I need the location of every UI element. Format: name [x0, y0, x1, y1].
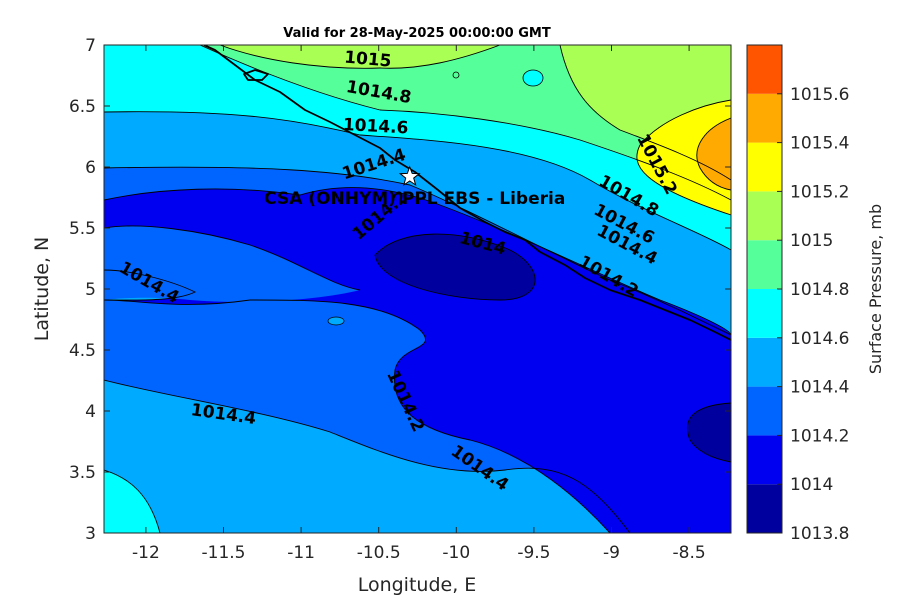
colorbar-swatch: [747, 289, 782, 338]
colorbar-tick-label: 1013.8: [790, 524, 849, 544]
band-1015-4: [696, 118, 731, 190]
y-axis-ticks: 3 3.5 4 4.5 5 5.5 6 6.5 7: [69, 36, 731, 544]
y-tick-label: 7: [85, 36, 96, 56]
y-tick-label: 4.5: [69, 341, 96, 361]
colorbar-swatch: [747, 240, 782, 289]
colorbar-swatch: [747, 93, 782, 143]
station-layer: CSA (ONHYM) PPL EBS - Liberia: [264, 165, 565, 209]
colorbar-tick-label: 1014.6: [790, 329, 849, 349]
contour-label: 1015: [343, 48, 392, 72]
y-axis-label: Latitude, N: [31, 237, 53, 342]
band-1014-6-southwest: [104, 470, 160, 533]
contour-lines: [104, 45, 731, 533]
y-tick-label: 4: [85, 402, 96, 422]
band-1013-8-southeast: [687, 403, 731, 462]
x-tick-label: -9: [603, 543, 620, 563]
colorbar-swatch: [747, 142, 782, 192]
colorbar-tick-label: 1014: [790, 475, 833, 495]
x-tick-label: -10: [442, 543, 470, 563]
small-low-cell: [327, 316, 345, 326]
x-tick-label: -12: [132, 543, 160, 563]
x-tick-label: -11: [287, 543, 315, 563]
colorbar-tick-label: 1015.4: [790, 134, 849, 154]
x-axis-label: Longitude, E: [358, 574, 477, 596]
y-tick-label: 6: [85, 158, 96, 178]
colorbar-swatch: [747, 386, 782, 436]
colorbar-tick-label: 1015.2: [790, 182, 849, 202]
colorbar-tick-label: 1014.2: [790, 426, 849, 446]
map-plot-area: [104, 45, 731, 533]
contour-label: 1014.6: [342, 115, 409, 138]
colorbar-swatch: [747, 435, 782, 485]
band-1014-4-south: [104, 380, 630, 533]
colorbar-tick-label: 1014.4: [790, 378, 849, 398]
map-title: Valid for 28-May-2025 00:00:00 GMT: [283, 26, 551, 41]
x-tick-label: -9.5: [517, 543, 550, 563]
y-tick-label: 5.5: [69, 219, 96, 239]
x-tick-label: -10.5: [357, 543, 401, 563]
colorbar-swatch: [747, 191, 782, 241]
band-1013-8: [375, 234, 536, 300]
tiny-cell: [452, 71, 460, 79]
colorbar-tick-label: 1014.8: [790, 280, 849, 300]
colorbar-swatch: [747, 484, 782, 533]
x-axis-ticks: -12 -11.5 -11 -10.5 -10 -9.5 -9 -8.5: [132, 45, 706, 563]
y-tick-label: 3: [85, 524, 96, 544]
station-star-icon: [398, 165, 421, 187]
x-tick-label: -11.5: [202, 543, 246, 563]
station-label: CSA (ONHYM) PPL EBS - Liberia: [264, 189, 565, 209]
colorbar-tick-label: 1015.6: [790, 85, 849, 105]
y-tick-label: 5: [85, 280, 96, 300]
coastline: [203, 45, 731, 341]
band-1014-2-west: [104, 225, 360, 302]
colorbar-label: Surface Pressure, mb: [866, 204, 885, 374]
y-tick-label: 3.5: [69, 463, 96, 483]
band-1015-2: [636, 100, 731, 215]
small-cyan-cell: [522, 69, 544, 87]
colorbar-tick-label: 1015: [790, 231, 833, 251]
x-tick-label: -8.5: [673, 543, 706, 563]
y-tick-label: 6.5: [69, 97, 96, 117]
colorbar-swatch: [747, 45, 782, 94]
colorbar-swatch: [747, 337, 782, 387]
colorbar: 1013.8 1014 1014.2 1014.4 1014.6 1014.8 1015 10…: [746, 44, 849, 544]
